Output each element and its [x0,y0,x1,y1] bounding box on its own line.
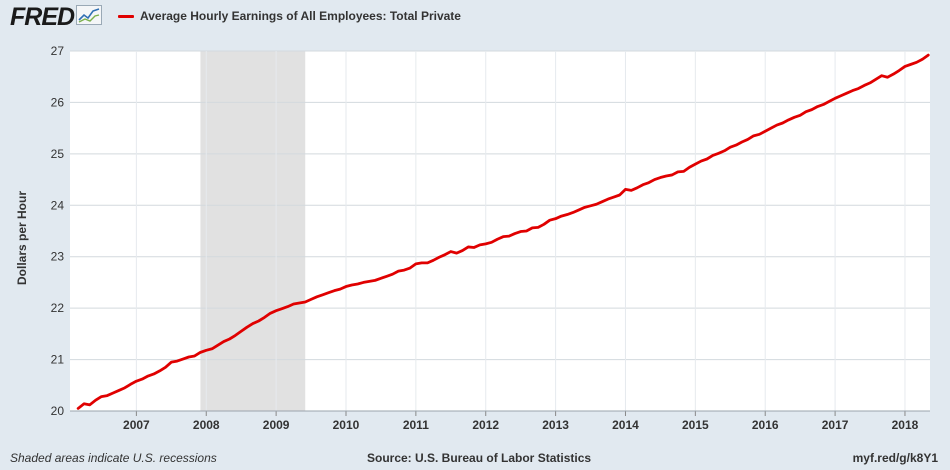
series-line [76,53,930,410]
y-tick-label: 27 [51,44,65,58]
recession-band [200,51,306,411]
fred-logo-text: FRED [10,2,75,31]
recession-note: Shaded areas indicate U.S. recessions [10,451,217,465]
x-tick-label: 2011 [403,418,429,432]
x-tick-label: 2013 [542,418,569,432]
legend-label: Average Hourly Earnings of All Employees… [140,9,461,23]
x-tick-label: 2008 [193,418,220,432]
x-tick-label: 2014 [612,418,639,432]
legend-swatch [118,14,134,18]
x-tick-label: 2012 [472,418,499,432]
x-tick-label: 2015 [682,418,709,432]
x-tick-label: 2018 [892,418,919,432]
x-tick-label: 2017 [822,418,849,432]
x-tick-label: 2009 [263,418,290,432]
y-axis-title: Dollars per Hour [15,191,29,285]
x-tick-label: 2010 [333,418,360,432]
y-tick-label: 22 [51,301,65,315]
x-tick-label: 2007 [123,418,150,432]
y-tick-label: 24 [51,198,65,212]
short-link[interactable]: myf.red/g/k8Y1 [852,451,938,465]
y-tick-label: 21 [51,353,65,367]
x-tick-label: 2016 [752,418,779,432]
source-note: Source: U.S. Bureau of Labor Statistics [367,451,592,465]
chart-legend[interactable]: Average Hourly Earnings of All Employees… [118,9,461,23]
chart-header: FRED Average Hourly Earnings of All Empl… [0,0,950,40]
y-tick-label: 20 [51,404,65,418]
y-tick-label: 23 [51,250,65,264]
y-tick-label: 26 [51,95,65,109]
line-chart-icon [76,4,103,30]
fred-logo[interactable]: FRED [10,2,103,31]
plot-area [70,51,930,411]
y-tick-label: 25 [51,147,65,161]
